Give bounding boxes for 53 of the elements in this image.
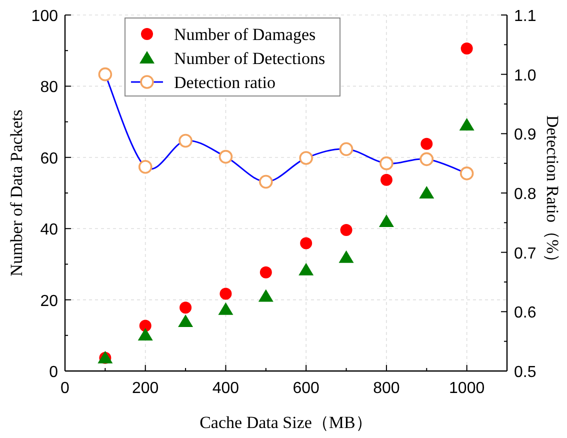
point [420, 152, 434, 166]
point [339, 142, 354, 156]
y-tick-label: 60 [40, 150, 58, 168]
y2-tick-label: 0.6 [514, 304, 536, 322]
y2-tick-label: 1.1 [514, 8, 536, 25]
legend-label: Number of Damages [174, 25, 316, 44]
point [338, 250, 354, 263]
x-tick-label: 200 [132, 380, 159, 397]
point [460, 166, 474, 180]
x-tick-label: 600 [292, 380, 320, 397]
y2-tick-label: 0.9 [514, 126, 536, 144]
point [258, 289, 274, 302]
y2-tick-label: 0.7 [514, 245, 536, 262]
point [419, 186, 434, 198]
y2-tick-label: 0.5 [514, 364, 536, 381]
x-tick-label: 800 [373, 380, 400, 397]
point [139, 320, 152, 332]
y2-axis-title: Detection Ratio（%） [543, 115, 562, 271]
point [340, 224, 352, 236]
point [259, 174, 273, 189]
y-tick-label: 100 [31, 8, 58, 25]
x-tick-label: 1000 [449, 380, 485, 397]
point [178, 134, 192, 148]
point [299, 151, 313, 165]
point [218, 302, 234, 315]
point [460, 42, 473, 54]
point [459, 118, 474, 131]
point [298, 262, 314, 276]
point [220, 288, 232, 300]
x-tick-label: 0 [60, 380, 70, 397]
point [300, 237, 312, 250]
y-tick-label: 0 [49, 364, 58, 381]
point [98, 67, 112, 82]
point [378, 214, 394, 227]
point [138, 328, 153, 341]
y-tick-label: 40 [40, 222, 58, 239]
point [260, 266, 272, 278]
y-tick-label: 20 [40, 292, 58, 310]
point [420, 138, 433, 150]
point [180, 302, 192, 314]
point [380, 156, 394, 170]
y-axis-title: Number of Data Packets [7, 110, 26, 276]
x-axis-title: Cache Data Size（MB） [200, 413, 372, 432]
y-tick-label: 80 [40, 79, 58, 96]
point [178, 314, 194, 328]
point [218, 150, 233, 164]
y2-tick-label: 0.8 [514, 186, 536, 203]
legend-label: Number of Detections [174, 49, 326, 68]
x-tick-label: 400 [212, 380, 240, 397]
y2-tick-label: 1.0 [514, 67, 536, 84]
legend-label: Detection ratio [174, 73, 276, 92]
point [380, 174, 392, 186]
point [138, 160, 152, 174]
